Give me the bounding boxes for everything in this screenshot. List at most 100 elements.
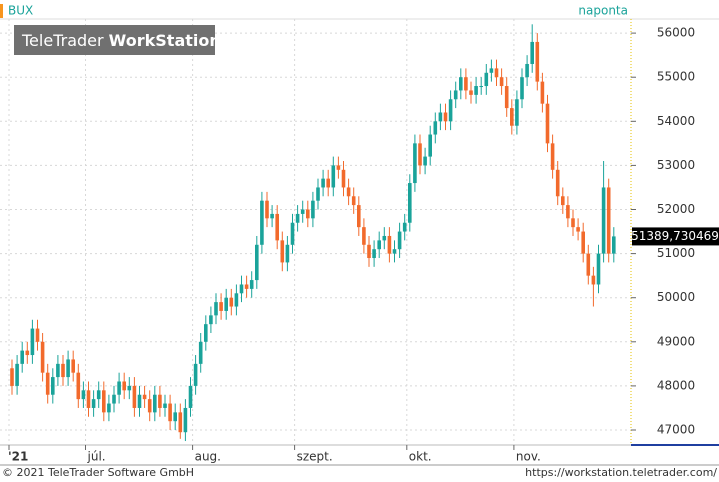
- candle-body: [392, 249, 397, 254]
- y-tick-label: 56000: [657, 26, 695, 40]
- y-tick-label: 48000: [657, 378, 695, 392]
- candle-body: [10, 368, 14, 386]
- candle-body: [188, 385, 193, 408]
- candle-body: [525, 63, 529, 78]
- candle-body: [234, 293, 239, 307]
- candle-body: [147, 399, 152, 413]
- candle-body: [601, 187, 606, 254]
- period-label: naponta: [578, 4, 628, 18]
- candle-body: [413, 143, 417, 184]
- candle-body: [479, 86, 483, 88]
- candle-body: [300, 209, 305, 214]
- candle-body: [464, 77, 468, 91]
- candle-body: [326, 178, 330, 188]
- candle-body: [530, 41, 534, 64]
- candle-body: [30, 328, 35, 356]
- watermark-light: TeleTrader: [21, 31, 104, 50]
- candle-body: [198, 341, 203, 364]
- candle-body: [183, 407, 188, 433]
- candle-body: [306, 209, 310, 219]
- candle-body: [311, 200, 315, 219]
- candle-body: [51, 377, 55, 395]
- candle-body: [331, 165, 336, 188]
- candle-body: [15, 363, 19, 386]
- candle-body: [91, 399, 96, 408]
- candle-body: [510, 108, 514, 126]
- x-tick-label: aug.: [195, 450, 221, 464]
- candle-body: [423, 156, 427, 166]
- candle-body: [163, 403, 167, 408]
- candle-body: [341, 169, 346, 188]
- candle-body: [275, 213, 279, 241]
- candle-body: [280, 240, 285, 263]
- candle-body: [137, 394, 142, 408]
- candle-body: [295, 213, 300, 223]
- candle-body: [86, 390, 91, 408]
- candle-body: [576, 227, 580, 232]
- candle-body: [35, 328, 40, 342]
- candle-body: [270, 213, 274, 219]
- candle-body: [127, 385, 132, 391]
- candle-body: [56, 363, 60, 378]
- candle-body: [255, 244, 259, 281]
- candle-body: [382, 235, 387, 241]
- y-tick-label: 50000: [657, 290, 695, 304]
- candle-body: [209, 315, 213, 325]
- candle-body: [367, 244, 371, 259]
- watermark-bold: WorkStation: [109, 31, 221, 50]
- candle-body: [571, 218, 575, 228]
- candle-body: [158, 394, 162, 408]
- candle-body: [504, 86, 509, 109]
- candle-body: [433, 121, 438, 135]
- candle-body: [81, 390, 86, 400]
- candle-body: [316, 187, 320, 201]
- candle-body: [122, 381, 126, 391]
- candle-body: [448, 99, 453, 122]
- candle-body: [239, 284, 244, 294]
- candle-body: [555, 169, 560, 197]
- candle-body: [377, 240, 381, 250]
- y-tick-label: 49000: [657, 334, 695, 348]
- candle-body: [469, 90, 473, 95]
- candle-body: [290, 222, 295, 245]
- candle-body: [178, 412, 183, 433]
- candle-body: [581, 231, 585, 254]
- candle-body: [606, 187, 611, 254]
- candle-body: [561, 196, 565, 206]
- candle-body: [20, 350, 24, 364]
- candle-body: [102, 390, 106, 413]
- candle-body: [428, 134, 432, 157]
- candle-body: [40, 341, 45, 373]
- candle-body: [351, 196, 356, 206]
- candle-body: [112, 394, 116, 404]
- y-tick-label: 51000: [657, 246, 695, 260]
- candle-body: [107, 403, 111, 413]
- candle-body: [499, 77, 504, 87]
- candle-body: [61, 363, 65, 378]
- candle-body: [545, 103, 550, 144]
- candle-body: [362, 227, 366, 245]
- candle-body: [260, 200, 264, 245]
- y-tick-label: 55000: [657, 70, 695, 84]
- candle-body: [443, 112, 448, 122]
- watermark-box: [14, 25, 215, 55]
- candle-body: [285, 244, 290, 263]
- x-tick-label: szept.: [297, 450, 333, 464]
- candle-body: [591, 275, 596, 285]
- candle-body: [76, 372, 81, 400]
- candle-body: [489, 68, 494, 73]
- candle-body: [142, 394, 147, 400]
- x-tick-label: okt.: [409, 450, 432, 464]
- candle-body: [336, 165, 341, 170]
- candle-body: [550, 143, 555, 170]
- candle-body: [397, 231, 402, 250]
- candle-body: [321, 178, 325, 188]
- candle-body: [25, 350, 30, 356]
- candle-body: [408, 183, 412, 223]
- y-tick-label: 54000: [657, 114, 695, 128]
- candle-body: [520, 77, 524, 100]
- candle-body: [168, 403, 172, 422]
- series-marker: [0, 4, 3, 18]
- candle-body: [117, 381, 121, 395]
